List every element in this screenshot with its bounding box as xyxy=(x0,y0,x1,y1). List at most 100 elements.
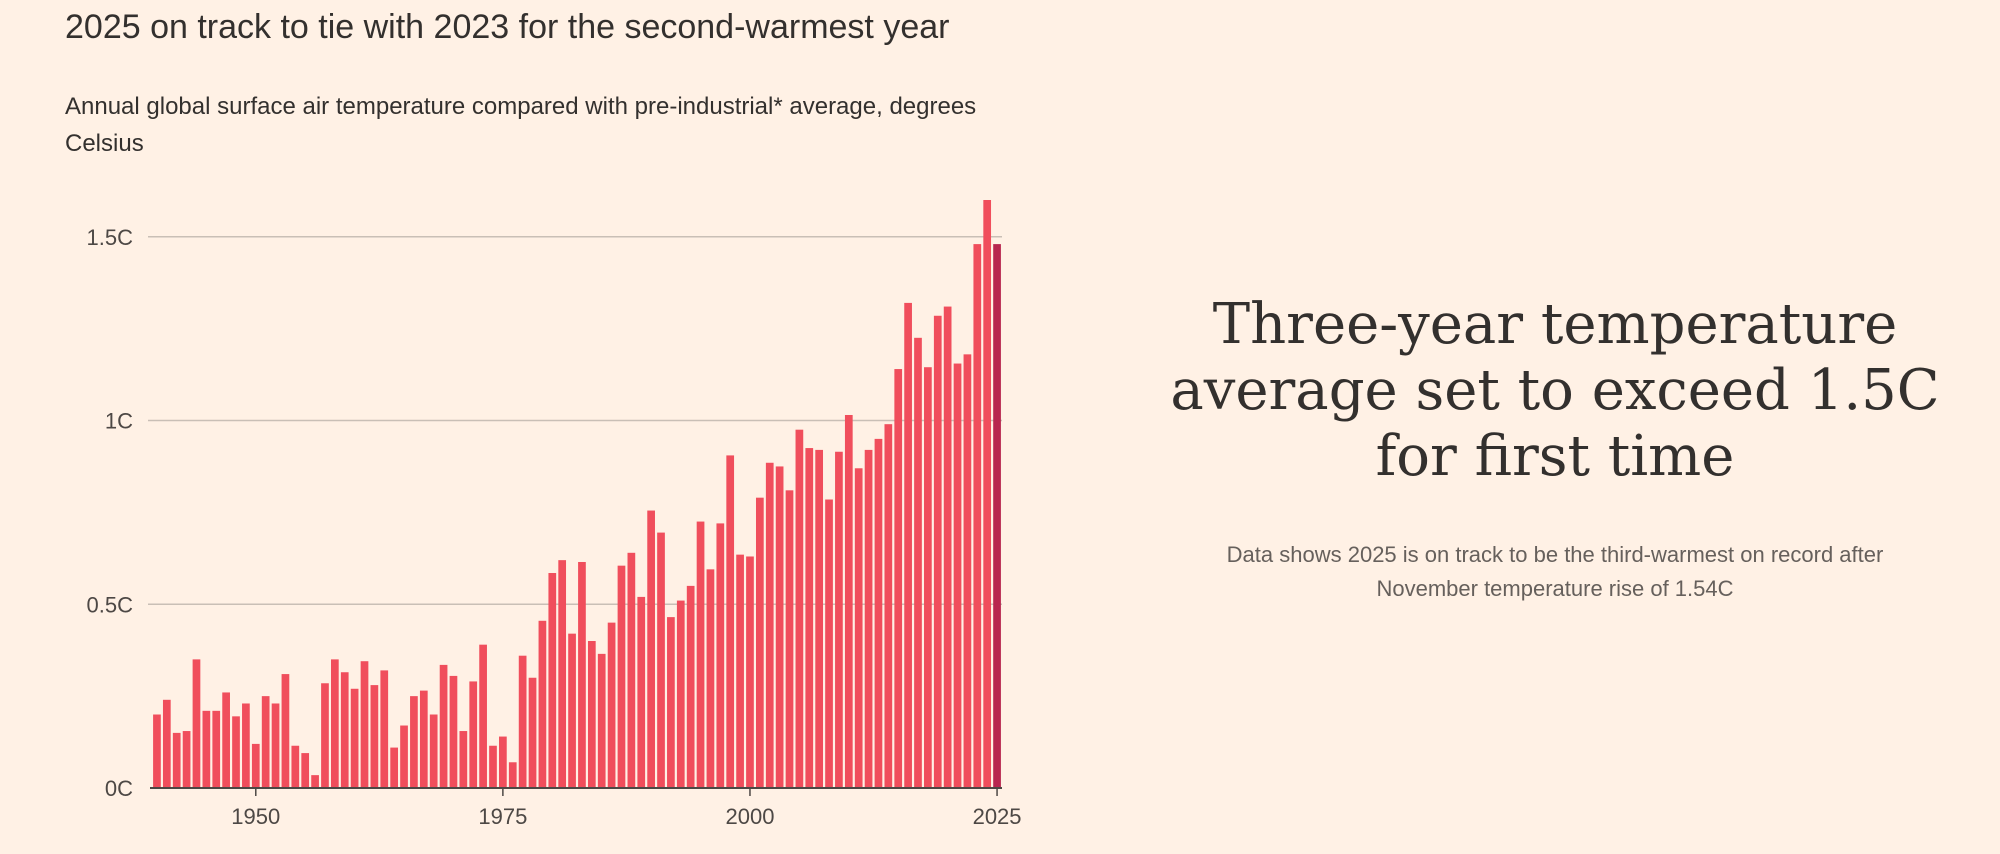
bar-1942 xyxy=(172,732,181,789)
bar-1946 xyxy=(212,710,221,788)
bar-1940 xyxy=(153,714,161,788)
bar-1995 xyxy=(696,521,705,788)
bar-1973 xyxy=(479,644,487,788)
bars xyxy=(153,200,1001,789)
bar-2017 xyxy=(914,337,922,788)
bar-2005 xyxy=(795,429,804,788)
x-tick-label: 1975 xyxy=(478,804,527,829)
bar-1975 xyxy=(499,736,507,788)
bar-1964 xyxy=(390,747,399,788)
bar-1968 xyxy=(429,714,438,788)
bar-1985 xyxy=(597,653,606,788)
bar-1957 xyxy=(321,683,329,788)
bar-1991 xyxy=(657,532,665,788)
bar-1960 xyxy=(350,688,359,788)
bar-1986 xyxy=(607,622,616,789)
bar-2001 xyxy=(755,497,764,788)
bar-2020 xyxy=(943,306,952,788)
bar-2014 xyxy=(884,424,893,788)
bar-1959 xyxy=(340,672,349,788)
article-standfirst: Data shows 2025 is on track to be the th… xyxy=(1226,542,1884,601)
bar-1963 xyxy=(380,670,389,788)
bar-1983 xyxy=(578,561,586,788)
bar-2010 xyxy=(844,414,853,788)
bar-1987 xyxy=(617,565,626,788)
bar-2022 xyxy=(963,354,972,788)
bar-1992 xyxy=(667,617,675,788)
bar-1978 xyxy=(528,677,537,788)
bar-1982 xyxy=(568,633,576,788)
bar-1961 xyxy=(360,661,369,788)
bar-2000 xyxy=(746,556,754,788)
bar-1969 xyxy=(439,664,448,788)
bar-1949 xyxy=(242,703,250,788)
bar-1967 xyxy=(419,690,428,788)
bar-1965 xyxy=(400,725,408,788)
bar-1981 xyxy=(558,560,567,788)
bar-2006 xyxy=(805,448,814,788)
bar-1950 xyxy=(251,743,260,788)
bar-2002 xyxy=(765,462,774,788)
bar-2003 xyxy=(775,466,784,788)
bar-1953 xyxy=(281,674,290,788)
y-tick-label: 1C xyxy=(105,409,133,434)
bar-1970 xyxy=(449,675,458,788)
bar-1943 xyxy=(182,731,191,788)
chart-subtitle: Annual global surface air temperature co… xyxy=(65,93,977,157)
grid-lines xyxy=(148,236,1002,605)
bar-1947 xyxy=(222,692,230,788)
bar-1945 xyxy=(202,710,211,788)
bar-1966 xyxy=(410,696,418,789)
bar-1993 xyxy=(676,600,685,788)
bar-2008 xyxy=(825,499,833,788)
bar-1954 xyxy=(291,745,300,788)
bar-1998 xyxy=(726,455,735,788)
bar-1951 xyxy=(261,696,270,789)
x-tick-label: 1950 xyxy=(231,804,280,829)
bar-1971 xyxy=(459,731,468,788)
bar-1980 xyxy=(548,573,557,788)
bar-2021 xyxy=(953,363,962,788)
bar-1974 xyxy=(489,745,497,788)
bar-2016 xyxy=(904,302,912,788)
bar-2025 xyxy=(993,244,1001,789)
bar-1958 xyxy=(330,659,339,789)
bar-1979 xyxy=(538,620,547,788)
x-tick-label: 2025 xyxy=(973,804,1022,829)
bar-1994 xyxy=(686,585,695,789)
axes: 0C 0.5C 1C 1.5C 1950 1975 2000 2025 xyxy=(87,225,1022,829)
bar-1977 xyxy=(518,655,527,788)
bar-1952 xyxy=(271,703,280,788)
y-tick-label: 1.5C xyxy=(87,225,134,250)
bar-1972 xyxy=(469,681,478,788)
bar-1944 xyxy=(192,659,201,789)
bar-2018 xyxy=(924,367,932,788)
bar-2007 xyxy=(815,449,824,788)
bar-1984 xyxy=(587,641,596,788)
bar-2012 xyxy=(864,449,873,788)
bar-2013 xyxy=(874,438,883,788)
bar-1956 xyxy=(311,775,319,788)
bar-1989 xyxy=(637,596,646,788)
bar-2009 xyxy=(835,451,843,788)
bar-1997 xyxy=(716,523,725,788)
bar-1996 xyxy=(706,569,715,788)
bar-2011 xyxy=(854,468,863,788)
chart: 0C 0.5C 1C 1.5C 1950 1975 2000 2025 xyxy=(87,200,1022,829)
bar-1988 xyxy=(627,552,636,788)
article-headline: Three-year temperature average set to ex… xyxy=(1170,292,1940,489)
bar-2004 xyxy=(785,490,794,788)
bar-2023 xyxy=(973,244,982,789)
chart-title: 2025 on track to tie with 2023 for the s… xyxy=(65,8,950,46)
bar-1990 xyxy=(647,510,655,788)
bar-1955 xyxy=(301,753,310,788)
bar-2019 xyxy=(933,315,942,788)
y-tick-label: 0.5C xyxy=(87,592,134,617)
bar-1999 xyxy=(736,554,744,788)
bar-1976 xyxy=(508,762,517,788)
x-tick-label: 2000 xyxy=(725,804,774,829)
bar-1962 xyxy=(370,685,379,788)
y-tick-label: 0C xyxy=(105,776,133,801)
bar-2015 xyxy=(894,369,903,788)
bar-2024 xyxy=(983,200,992,788)
